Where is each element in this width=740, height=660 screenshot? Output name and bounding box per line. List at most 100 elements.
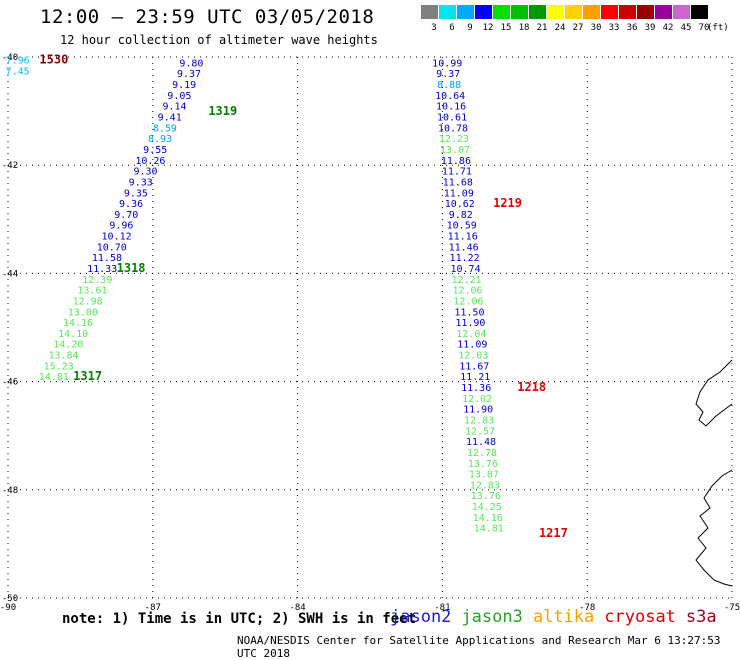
data-point-label: 9.30 — [134, 167, 158, 178]
data-point-label: 10.26 — [135, 156, 165, 167]
data-point-label: 11.46 — [449, 242, 479, 253]
time-annotation: 1317 — [73, 369, 102, 383]
data-point-label: 12.23 — [439, 134, 469, 145]
data-point-label: 11.86 — [441, 156, 471, 167]
time-annotation: 1319 — [208, 104, 237, 118]
color-scale-label: 70 — [698, 23, 710, 33]
data-point-label: 13.61 — [77, 286, 107, 297]
data-point-label: 11.33 — [87, 264, 117, 275]
data-point-label: 14.25 — [472, 502, 502, 513]
color-scale-swatch — [565, 5, 582, 19]
data-point-label: 13.84 — [48, 351, 78, 362]
data-point-label: 9.80 — [179, 58, 203, 69]
data-point-label: 9.96 — [109, 221, 133, 232]
y-tick-label: -46 — [2, 378, 18, 388]
satellite-legend: jason2 jason3 altika cryosat s3a — [390, 607, 727, 627]
data-point-label: 12.21 — [451, 275, 481, 286]
color-scale-swatch — [673, 5, 690, 19]
data-point-label: 11.58 — [92, 253, 122, 264]
data-points: 7.967.459.809.379.199.059.149.418.598.93… — [6, 56, 504, 535]
data-point-label: 11.21 — [460, 372, 490, 383]
data-point-label: 10.62 — [445, 199, 475, 210]
color-scale-label: 6 — [449, 23, 455, 33]
coastline — [695, 359, 733, 587]
legend-item-jason3: jason3 — [461, 607, 523, 627]
data-point-label: 11.22 — [450, 253, 480, 264]
page-subtitle: 12 hour collection of altimeter wave hei… — [60, 33, 378, 47]
data-point-label: 9.70 — [114, 210, 138, 221]
footer-note: note: 1) Time is in UTC; 2) SWH is in fe… — [62, 611, 417, 627]
legend-item-s3a: s3a — [685, 607, 717, 627]
data-point-label: 11.90 — [455, 318, 485, 329]
color-scale-label: 12 — [482, 23, 494, 33]
color-scale-swatch — [601, 5, 618, 19]
time-annotation: 1217 — [539, 526, 568, 540]
grid-lines — [7, 56, 733, 599]
data-point-label: 14.16 — [63, 318, 93, 329]
color-scale-label: 27 — [572, 23, 584, 33]
y-tick-label: -44 — [2, 269, 18, 279]
x-tick-label: -75 — [724, 603, 740, 613]
color-scale-label: 18 — [518, 23, 530, 33]
time-annotation: 1530 — [39, 53, 68, 67]
data-point-label: 9.05 — [167, 91, 191, 102]
color-scale-swatch — [583, 5, 600, 19]
color-scale-label: 33 — [608, 23, 620, 33]
data-point-label: 7.45 — [6, 67, 30, 78]
footer-credit: NOAA/NESDIS Center for Satellite Applica… — [237, 634, 721, 660]
color-scale-label: 9 — [467, 23, 473, 33]
coastline-path — [695, 359, 733, 587]
color-scale-swatch — [421, 5, 438, 19]
color-scale-label: 42 — [662, 23, 674, 33]
data-point-label: 14.81 — [474, 524, 504, 535]
data-point-label: 9.41 — [158, 113, 182, 124]
time-annotation: 1219 — [493, 196, 522, 210]
data-point-label: 10.61 — [437, 113, 467, 124]
color-scale-swatch — [655, 5, 672, 19]
data-point-label: 13.87 — [469, 470, 499, 481]
color-scale-label: 39 — [644, 23, 656, 33]
color-scale-label: 21 — [536, 23, 548, 33]
time-annotations: 1530 1319 1318 1317 1219 1218 1217 — [39, 53, 567, 540]
data-point-label: 13.76 — [471, 491, 501, 502]
color-scale-swatch — [637, 5, 654, 19]
data-point-label: 11.68 — [443, 177, 473, 188]
x-tick-label: -84 — [289, 603, 305, 613]
data-point-label: 10.78 — [438, 123, 468, 134]
data-point-label: 10.12 — [102, 232, 132, 243]
data-point-label: 11.36 — [461, 383, 491, 394]
data-point-label: 10.70 — [97, 242, 127, 253]
color-scale-swatch — [619, 5, 636, 19]
data-point-label: 11.90 — [463, 405, 493, 416]
data-point-label: 10.64 — [435, 91, 465, 102]
data-point-label: 14.16 — [473, 513, 503, 524]
y-tick-label: -40 — [2, 53, 18, 63]
x-tick-label: -81 — [434, 603, 450, 613]
data-point-label: 13.00 — [68, 307, 98, 318]
y-tick-label: -42 — [2, 161, 18, 171]
data-point-label: 10.59 — [447, 221, 477, 232]
x-tick-label: -87 — [145, 603, 161, 613]
data-point-label: 10.99 — [432, 58, 462, 69]
color-scale-swatch — [547, 5, 564, 19]
color-scale-swatch — [439, 5, 456, 19]
color-scale-swatch — [475, 5, 492, 19]
data-point-label: 14.81 — [39, 372, 69, 383]
data-point-label: 12.98 — [73, 296, 103, 307]
color-scale-swatch — [511, 5, 528, 19]
data-point-label: 11.71 — [442, 167, 472, 178]
data-point-label: 12.39 — [82, 275, 112, 286]
data-point-label: 12.02 — [462, 394, 492, 405]
data-point-label: 12.83 — [470, 480, 500, 491]
legend-item-cryosat: cryosat — [604, 607, 676, 627]
legend-item-altika: altika — [532, 607, 595, 627]
color-scale-swatch — [529, 5, 546, 19]
data-point-label: 12.03 — [458, 351, 488, 362]
data-point-label: 12.83 — [464, 415, 494, 426]
data-point-label: 10.16 — [436, 102, 466, 113]
color-scale-label: 45 — [680, 23, 692, 33]
data-point-label: 12.04 — [456, 329, 486, 340]
data-point-label: 11.09 — [444, 188, 474, 199]
